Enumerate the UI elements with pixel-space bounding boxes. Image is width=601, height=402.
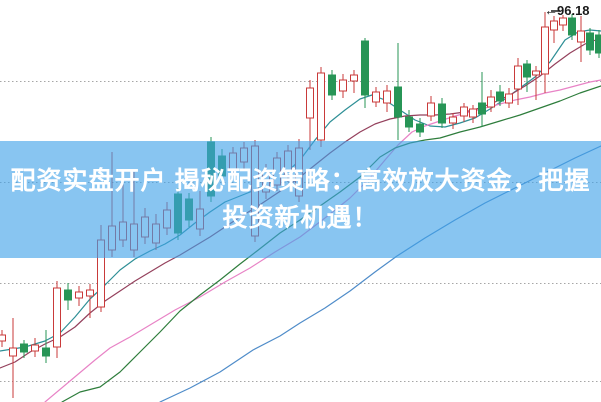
price-callout-value: 96.18: [557, 2, 590, 18]
promo-banner: 配资实盘开户 揭秘配资策略：高效放大资金，把握 投资新机遇！: [0, 141, 601, 258]
promo-banner-title: 配资实盘开户 揭秘配资策略：高效放大资金，把握: [10, 166, 591, 195]
promo-banner-subtitle: 投资新机遇！: [222, 203, 379, 232]
left-arrow-icon: ←: [544, 2, 558, 18]
price-callout: ← 96.18: [544, 2, 590, 18]
